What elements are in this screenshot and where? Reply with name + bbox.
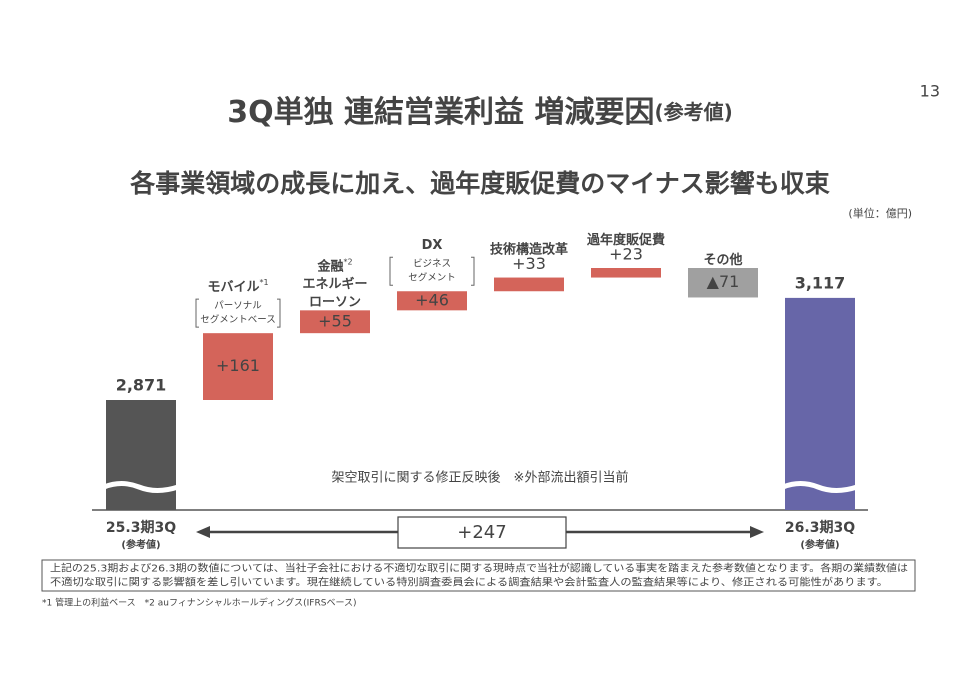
- bar: [785, 297, 855, 510]
- axis-break: [782, 481, 858, 493]
- bracket: [389, 256, 393, 286]
- category-superscript: *2: [343, 257, 352, 266]
- delta-label: +247: [457, 522, 506, 543]
- unit: (単位：億円): [848, 206, 912, 220]
- category-sub-label: セグメント: [408, 272, 456, 284]
- axis-break: [103, 481, 179, 493]
- category-label: DX: [422, 238, 443, 253]
- category-name: 金融: [316, 258, 343, 274]
- category-name: その他: [703, 252, 742, 268]
- bracket: [277, 298, 281, 328]
- category-label-line: ローソン: [309, 295, 361, 310]
- value-label: +55: [318, 311, 352, 330]
- category-name: DX: [422, 238, 443, 253]
- bar: [203, 333, 273, 400]
- category-label: 金融*2: [316, 257, 352, 274]
- value-label: +23: [609, 245, 643, 264]
- category-sub-label: (参考値): [121, 538, 160, 551]
- arrow-head: [750, 526, 764, 538]
- value-label: 3,117: [795, 273, 846, 292]
- subtitle: 各事業領域の成長に加え、過年度販促費のマイナス影響も収束: [129, 169, 831, 198]
- bracket: [195, 298, 199, 328]
- bar: [106, 400, 176, 510]
- category-label: その他: [703, 252, 742, 268]
- bar: [300, 310, 370, 334]
- bar: [591, 268, 661, 278]
- delta-box: [397, 516, 567, 549]
- footnote: *1 管理上の利益ベース *2 auフィナンシャルホールディングス(IFRSベー…: [42, 597, 357, 609]
- bar: [494, 277, 564, 292]
- category-sub-label: ビジネス: [413, 259, 451, 270]
- value-label: ▲71: [707, 272, 740, 291]
- value-label: +161: [216, 356, 260, 375]
- category-name: 技術構造改革: [490, 241, 568, 257]
- category-label: 26.3期3Q: [785, 520, 855, 536]
- title-suffix: (参考値): [654, 100, 732, 124]
- arrow-head: [196, 526, 210, 538]
- note-line: 不適切な取引に関する影響額を差し引いています。現在継続している特別調査委員会によ…: [50, 576, 888, 589]
- value-label: 2,871: [116, 376, 167, 395]
- bar: [397, 291, 467, 311]
- title-main: 3Q単独 連結営業利益 増減要因: [227, 95, 654, 130]
- category-sub-label: パーソナル: [214, 301, 262, 312]
- category-label: 25.3期3Q: [106, 520, 176, 536]
- value-label: +33: [512, 254, 546, 273]
- value-label: +46: [415, 290, 449, 309]
- category-name: モバイル: [207, 280, 259, 295]
- note-box: [41, 559, 916, 592]
- category-label: 過年度販促費: [586, 232, 665, 248]
- note-line: 上記の25.3期および26.3期の数値については、当社子会社における不適切な取引…: [50, 562, 908, 575]
- title: 3Q単独 連結営業利益 増減要因(参考値): [227, 95, 733, 130]
- category-label: モバイル*1: [207, 278, 268, 295]
- page-number: 13: [920, 82, 940, 101]
- annotation: 架空取引に関する修正反映後 ※外部流出額引当前: [332, 470, 629, 486]
- category-label: 技術構造改革: [490, 241, 568, 257]
- bracket: [471, 256, 475, 286]
- category-superscript: *1: [259, 278, 268, 287]
- category-sub-label: セグメントベース: [200, 314, 276, 326]
- category-name: 過年度販促費: [586, 232, 665, 248]
- category-sub-label: (参考値): [800, 538, 839, 551]
- category-label-line: エネルギー: [302, 276, 367, 292]
- bar: [688, 268, 758, 298]
